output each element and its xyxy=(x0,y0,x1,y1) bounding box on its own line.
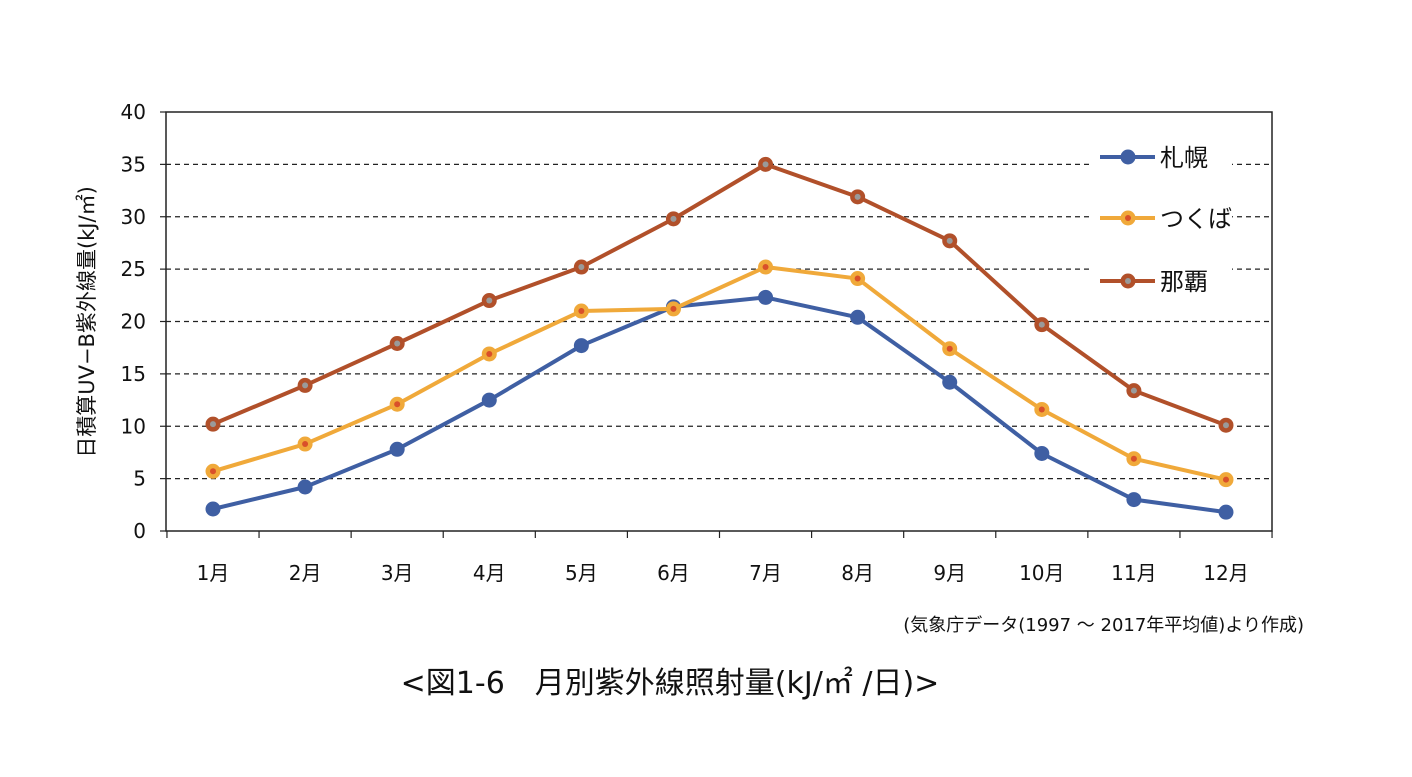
series-group xyxy=(205,156,1234,520)
data-point xyxy=(1034,445,1050,461)
x-tick-label: 10月 xyxy=(1019,561,1064,585)
data-point-center xyxy=(854,193,861,200)
y-tick-label: 25 xyxy=(121,257,146,281)
data-point-center xyxy=(854,275,861,282)
y-tick-label: 0 xyxy=(133,519,146,543)
data-point xyxy=(1126,492,1142,508)
data-point xyxy=(573,338,589,354)
y-tick-label: 30 xyxy=(121,205,146,229)
series-2 xyxy=(205,156,1234,433)
series-line xyxy=(212,265,1227,482)
data-point-center xyxy=(1038,406,1045,413)
series-line xyxy=(212,295,1227,515)
source-note: (気象庁データ(1997 〜 2017年平均値)より作成) xyxy=(903,615,1304,636)
x-tick-label: 4月 xyxy=(473,561,506,585)
data-point-center xyxy=(670,215,677,222)
legend-label: つくば xyxy=(1160,205,1232,233)
y-tick-label: 35 xyxy=(121,152,146,176)
legend-marker xyxy=(1120,149,1136,165)
y-tick-label: 40 xyxy=(121,100,146,124)
data-point-center xyxy=(486,350,493,357)
x-tick-label: 1月 xyxy=(197,561,230,585)
x-tick-label: 9月 xyxy=(933,561,966,585)
data-point xyxy=(481,392,497,408)
y-tick-label: 10 xyxy=(121,414,146,438)
data-point-center xyxy=(302,441,309,448)
data-point xyxy=(850,309,866,325)
legend-marker-center xyxy=(1125,215,1131,221)
series-0 xyxy=(205,289,1234,520)
data-point-center xyxy=(302,382,309,389)
x-tick-label: 3月 xyxy=(381,561,414,585)
data-point-center xyxy=(394,340,401,347)
data-point-center xyxy=(1130,387,1137,394)
y-tick-label: 15 xyxy=(121,362,146,386)
x-tick-label: 8月 xyxy=(841,561,874,585)
data-point-center xyxy=(1130,455,1137,462)
x-tick-label: 2月 xyxy=(289,561,322,585)
legend-label: 札幌 xyxy=(1160,144,1208,172)
data-point-center xyxy=(946,345,953,352)
data-point xyxy=(758,289,774,305)
y-axis: 0 5 10 15 20 25 30 35 40 xyxy=(121,100,166,543)
x-tick-label: 7月 xyxy=(749,561,782,585)
line-chart: 0 5 10 15 20 25 30 35 40 1月 2月 3月 4月 5月 6月 7月 8月 9月 10月 11… xyxy=(75,100,1273,585)
data-point-center xyxy=(946,237,953,244)
data-point-center xyxy=(210,468,216,475)
x-tick-label: 12月 xyxy=(1203,561,1248,585)
data-point xyxy=(297,479,313,495)
data-point-center xyxy=(394,401,401,408)
series-1 xyxy=(205,259,1234,488)
x-tick-label: 5月 xyxy=(565,561,598,585)
data-point-center xyxy=(670,305,677,312)
data-point-center xyxy=(1038,321,1045,328)
series-line xyxy=(212,162,1227,428)
y-tick-label: 5 xyxy=(133,467,146,491)
data-point xyxy=(389,441,405,457)
data-point xyxy=(942,374,958,390)
data-point-center xyxy=(210,421,216,428)
data-point-center xyxy=(578,308,585,315)
x-tick-label: 6月 xyxy=(657,561,690,585)
x-axis: 1月 2月 3月 4月 5月 6月 7月 8月 9月 10月 11月 12月 xyxy=(166,531,1273,585)
data-point xyxy=(205,501,221,517)
data-point-center xyxy=(762,264,769,271)
data-point-center xyxy=(1223,422,1229,429)
data-point-center xyxy=(1223,476,1229,483)
data-point-center xyxy=(762,161,769,168)
legend-label: 那覇 xyxy=(1160,268,1208,296)
legend-marker-center xyxy=(1125,278,1131,284)
data-point-center xyxy=(578,264,585,271)
y-tick-label: 20 xyxy=(121,310,146,334)
data-point-center xyxy=(486,297,493,304)
y-axis-label: 日積算UV−B紫外線量(kJ/㎡) xyxy=(75,186,99,458)
figure-caption: <図1-6 月別紫外線照射量(kJ/㎡ /日)> xyxy=(400,666,940,701)
data-point xyxy=(1218,504,1234,520)
x-tick-label: 11月 xyxy=(1111,561,1156,585)
